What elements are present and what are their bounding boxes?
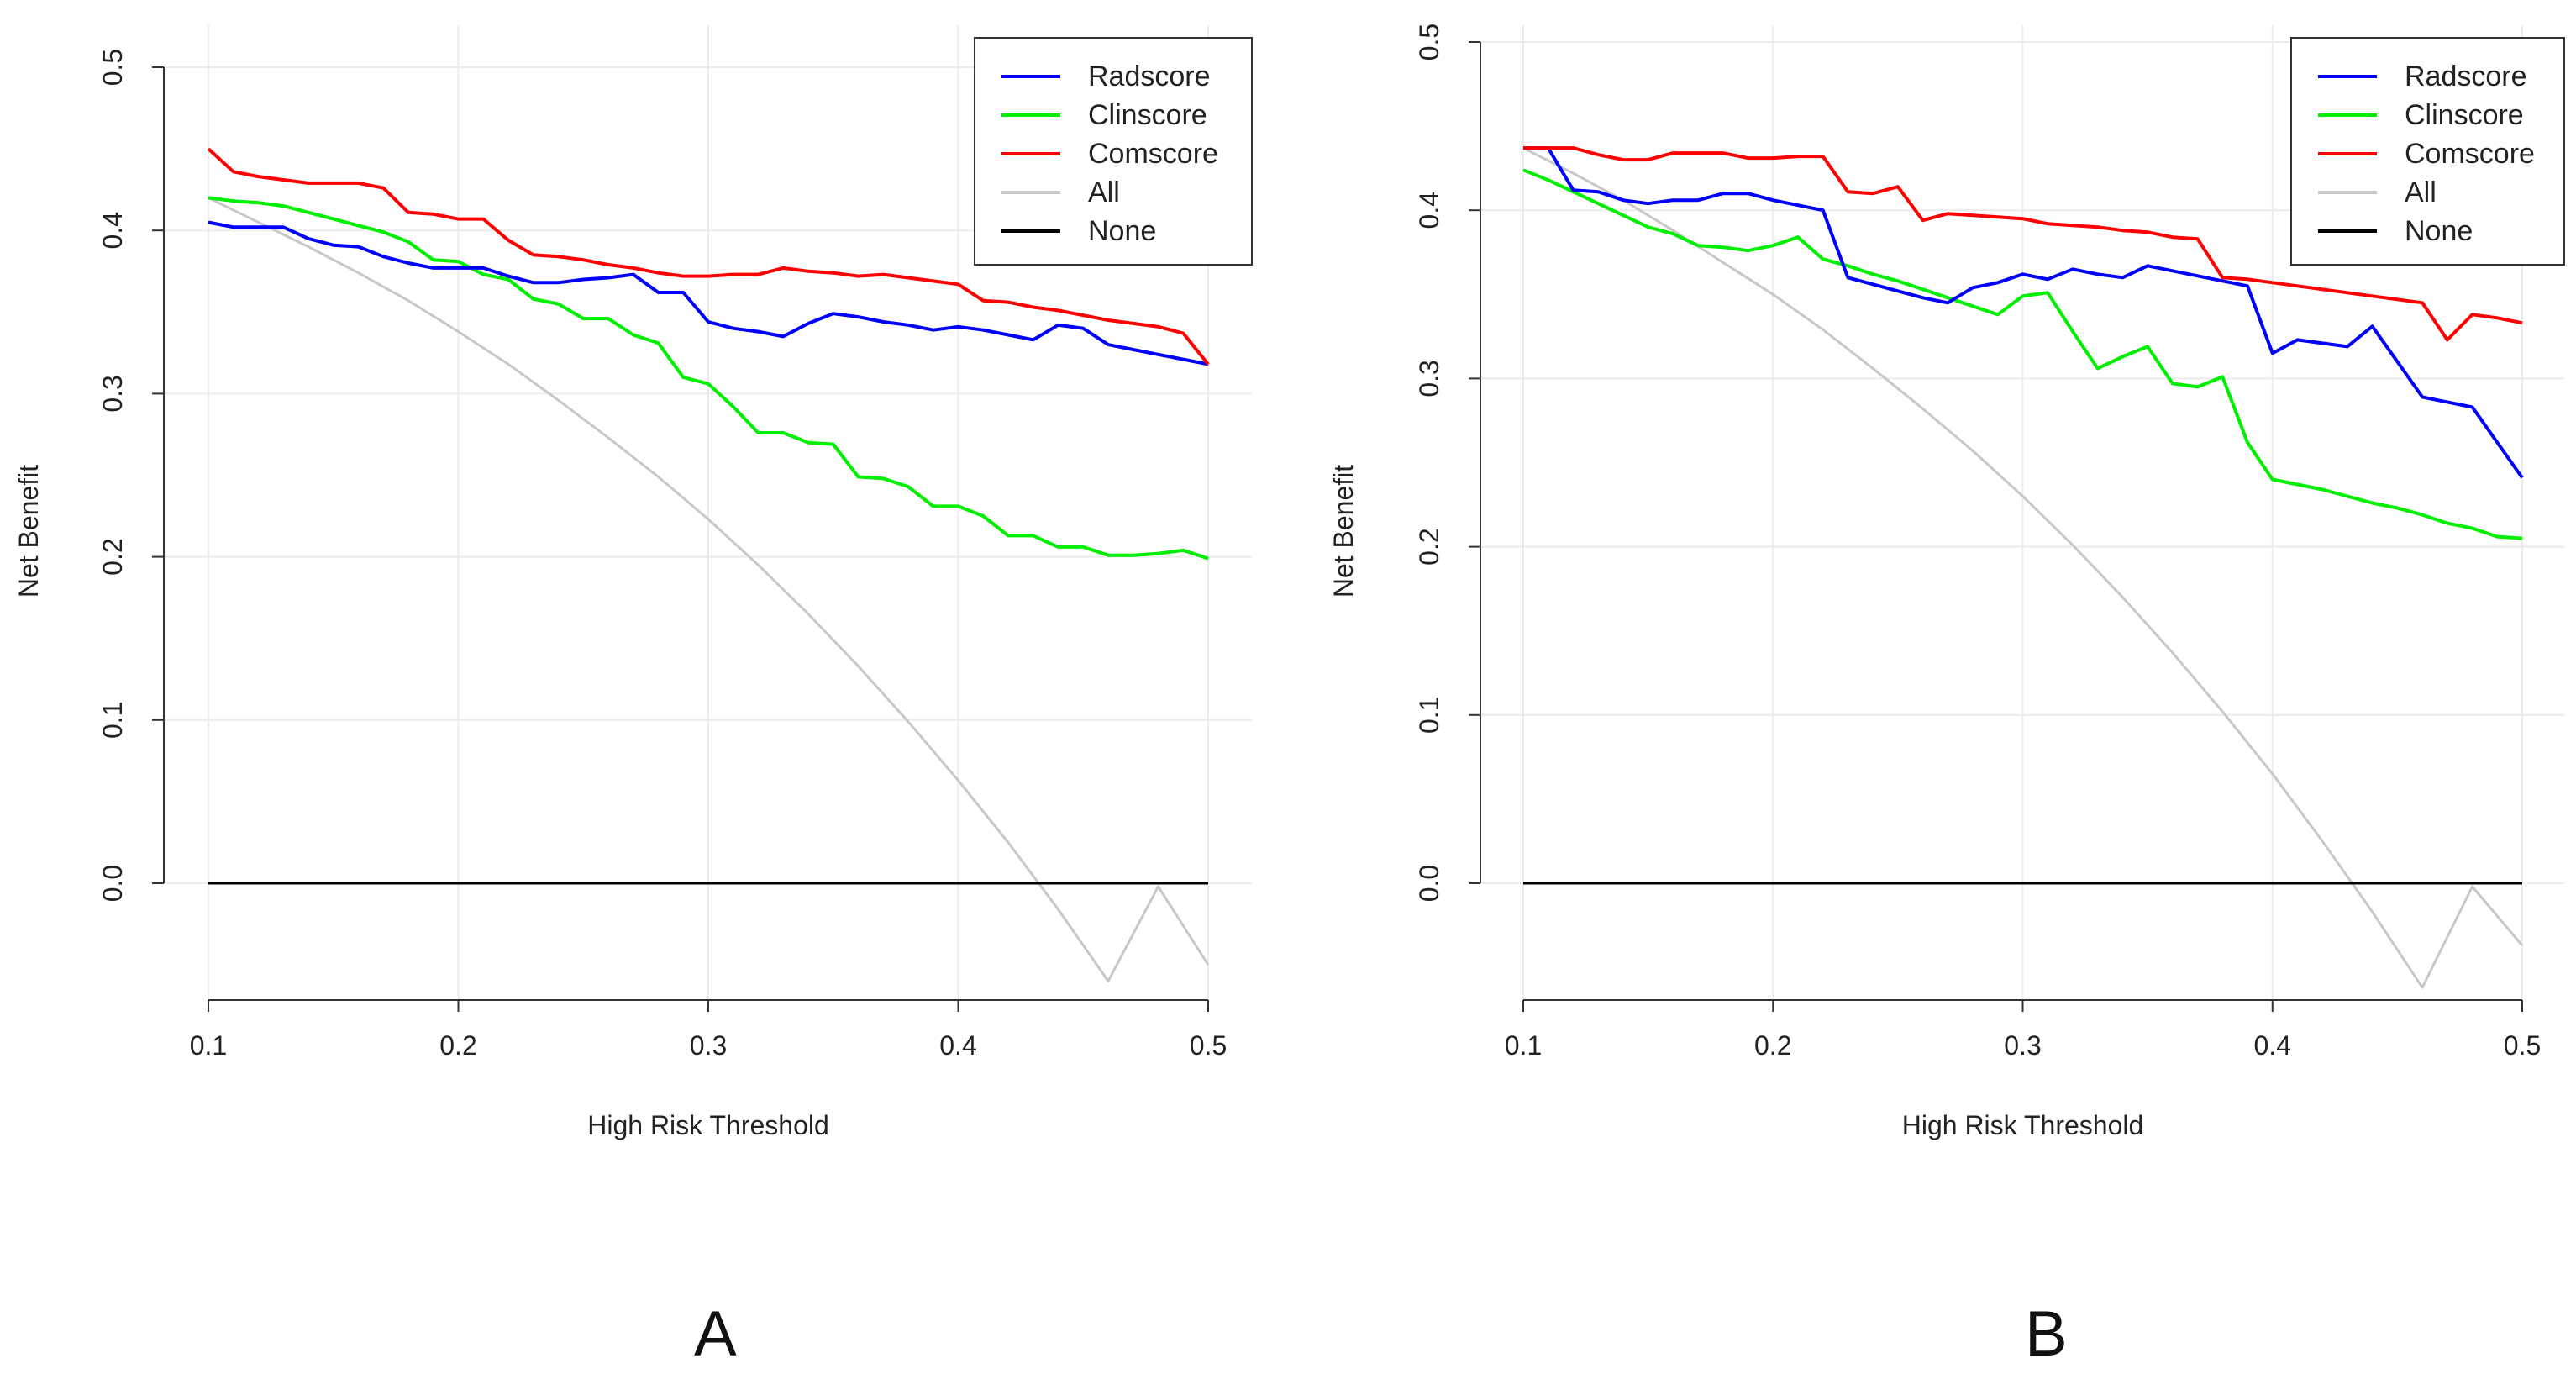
legend-label: Radscore [1088, 61, 1211, 92]
y-axis-title: Net Benefit [1328, 465, 1359, 598]
legend-a: Radscore Clinscore Comscore All None [974, 37, 1253, 266]
x-tick-label: 0.1 [1505, 1030, 1542, 1061]
legend-label: Clinscore [2405, 99, 2524, 131]
series-line-clinscore [208, 196, 1209, 561]
y-tick-label: 0.5 [97, 49, 128, 86]
legend-label: Clinscore [1088, 99, 1207, 131]
y-tick-label: 0.3 [1414, 360, 1444, 397]
y-tick-label: 0.3 [97, 375, 128, 412]
y-tick-label: 0.0 [1414, 865, 1444, 902]
legend-label: Comscore [2405, 138, 2535, 170]
series-line-radscore [1523, 146, 2524, 479]
y-tick-label: 0.0 [97, 865, 128, 902]
legend-label: All [1088, 176, 1120, 208]
panel-b-group: 0.0 0.1 0.2 0.3 0.4 0.5 0.1 0.2 0.3 0.4 0.5 High Ri… [1328, 24, 2565, 1140]
series-line-clinscore [1522, 168, 2523, 540]
x-tick-label: 0.2 [439, 1030, 476, 1061]
legend-label: Radscore [2405, 61, 2527, 92]
y-tick-label: 0.4 [1414, 192, 1444, 229]
legend-label: All [2405, 176, 2437, 208]
y-tick-label: 0.1 [1414, 697, 1444, 734]
y-tick-label: 0.1 [97, 702, 128, 739]
x-tick-label: 0.2 [1754, 1030, 1791, 1061]
series-line-comscore [207, 147, 1210, 366]
x-tick-label: 0.4 [939, 1030, 976, 1061]
x-axis-title: High Risk Threshold [587, 1110, 829, 1140]
series-line-radscore [208, 220, 1209, 366]
y-tick-label: 0.2 [97, 538, 128, 575]
x-tick-label: 0.1 [190, 1030, 227, 1061]
x-tick-label: 0.4 [2254, 1030, 2291, 1061]
y-tick-label: 0.4 [97, 212, 128, 249]
legend-b: Radscore Clinscore Comscore All None [2290, 37, 2565, 266]
y-axis-title: Net Benefit [13, 465, 44, 598]
panel-a-group: 0.0 0.1 0.2 0.3 0.4 0.5 0.1 0.2 0.3 0.4 0.5 High Ri… [13, 25, 1253, 1140]
series-line-comscore [1523, 146, 2523, 342]
legend-label: None [1088, 215, 1156, 247]
panel-label-a: A [694, 1298, 737, 1370]
x-tick-label: 0.3 [2004, 1030, 2041, 1061]
legend-label: None [2405, 215, 2473, 247]
panel-label-b: B [2025, 1298, 2068, 1370]
x-tick-label: 0.5 [2504, 1030, 2541, 1061]
x-axis-title: High Risk Threshold [1902, 1110, 2144, 1140]
grid-b [1480, 25, 2564, 1000]
x-tick-label: 0.5 [1190, 1030, 1227, 1061]
x-tick-label: 0.3 [690, 1030, 727, 1061]
series-line-all [208, 197, 1210, 982]
legend-label: Comscore [1088, 138, 1218, 170]
y-tick-label: 0.2 [1414, 528, 1444, 565]
y-tick-label: 0.5 [1414, 24, 1444, 61]
